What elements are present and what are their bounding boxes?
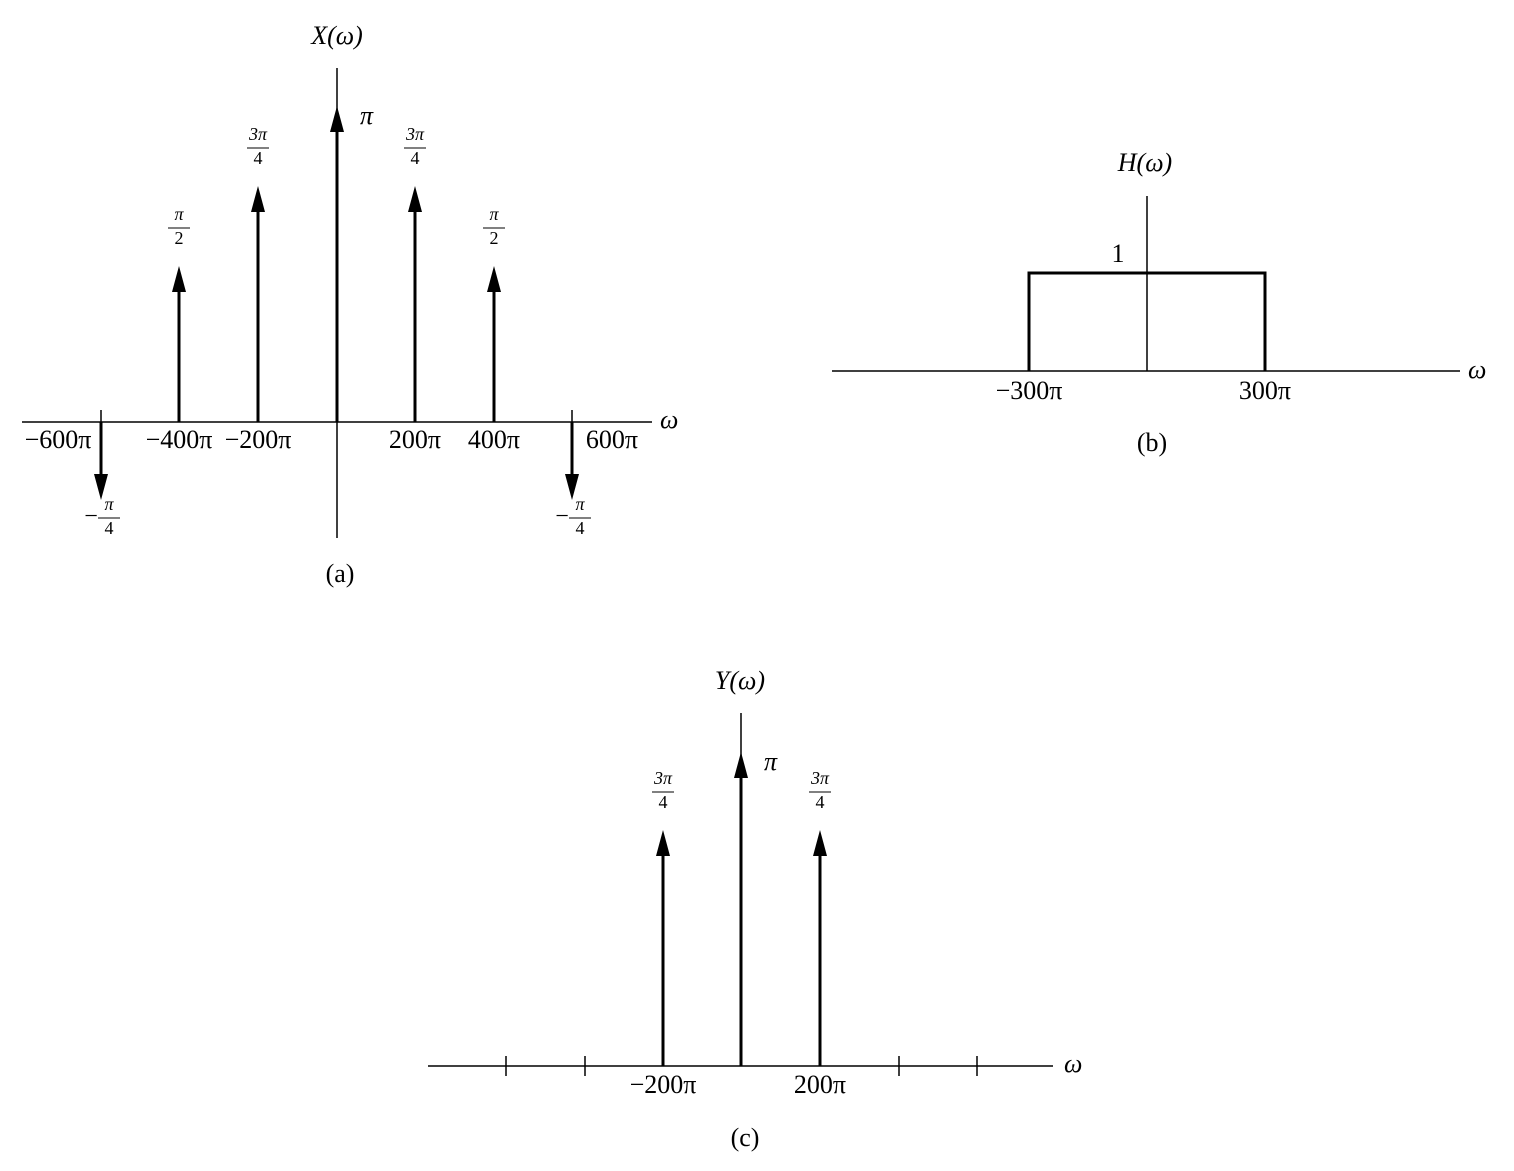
numerator: π — [104, 494, 114, 514]
numerator: 3π — [405, 124, 425, 144]
fraction: π2 — [168, 204, 190, 248]
sign: − — [84, 504, 98, 530]
denominator: 2 — [490, 228, 499, 248]
arrowhead — [94, 474, 108, 500]
arrowhead — [734, 752, 748, 778]
denominator: 4 — [576, 518, 585, 538]
denominator: 4 — [816, 792, 825, 812]
fraction: 3π4 — [809, 768, 831, 812]
fraction: π2 — [483, 204, 505, 248]
axis-label: ω — [1468, 355, 1486, 384]
x-label: 600π — [586, 425, 638, 454]
fraction: − π 4 — [555, 494, 591, 538]
level-label: 1 — [1112, 239, 1125, 268]
caption: (c) — [731, 1123, 760, 1152]
denominator: 4 — [254, 148, 263, 168]
sign: − — [555, 504, 569, 530]
arrowhead — [408, 186, 422, 212]
filter-response — [1027, 271, 1267, 371]
arrowhead — [565, 474, 579, 500]
x-label: 400π — [468, 425, 520, 454]
title: H(ω) — [1117, 148, 1172, 177]
x-label: −200π — [630, 1070, 697, 1099]
title: X(ω) — [310, 21, 363, 50]
caption: (a) — [326, 559, 355, 588]
numerator: 3π — [248, 124, 268, 144]
x-label: −200π — [225, 425, 292, 454]
fraction: 3π4 — [652, 768, 674, 812]
x-label: 200π — [794, 1070, 846, 1099]
arrowhead — [251, 186, 265, 212]
impulse-label: π — [360, 101, 374, 130]
denominator: 4 — [105, 518, 114, 538]
arrowhead — [656, 830, 670, 856]
axis-label: ω — [660, 405, 678, 434]
arrowhead — [172, 266, 186, 292]
arrowhead — [330, 106, 344, 132]
x-label: −300π — [996, 376, 1063, 405]
numerator: π — [174, 204, 184, 224]
x-label: 300π — [1239, 376, 1291, 405]
axis-label: ω — [1064, 1049, 1082, 1078]
arrowhead — [487, 266, 501, 292]
fraction: − π 4 — [84, 494, 120, 538]
x-label: −600π — [25, 425, 92, 454]
fraction: 3π4 — [247, 124, 269, 168]
impulse-label: π — [764, 747, 778, 776]
numerator: π — [575, 494, 585, 514]
x-label: 200π — [389, 425, 441, 454]
numerator: 3π — [810, 768, 830, 788]
numerator: 3π — [653, 768, 673, 788]
denominator: 2 — [175, 228, 184, 248]
fraction: 3π4 — [404, 124, 426, 168]
denominator: 4 — [659, 792, 668, 812]
numerator: π — [489, 204, 499, 224]
arrowhead — [813, 830, 827, 856]
title: Y(ω) — [715, 666, 765, 695]
denominator: 4 — [411, 148, 420, 168]
caption: (b) — [1137, 428, 1167, 457]
x-label: −400π — [146, 425, 213, 454]
